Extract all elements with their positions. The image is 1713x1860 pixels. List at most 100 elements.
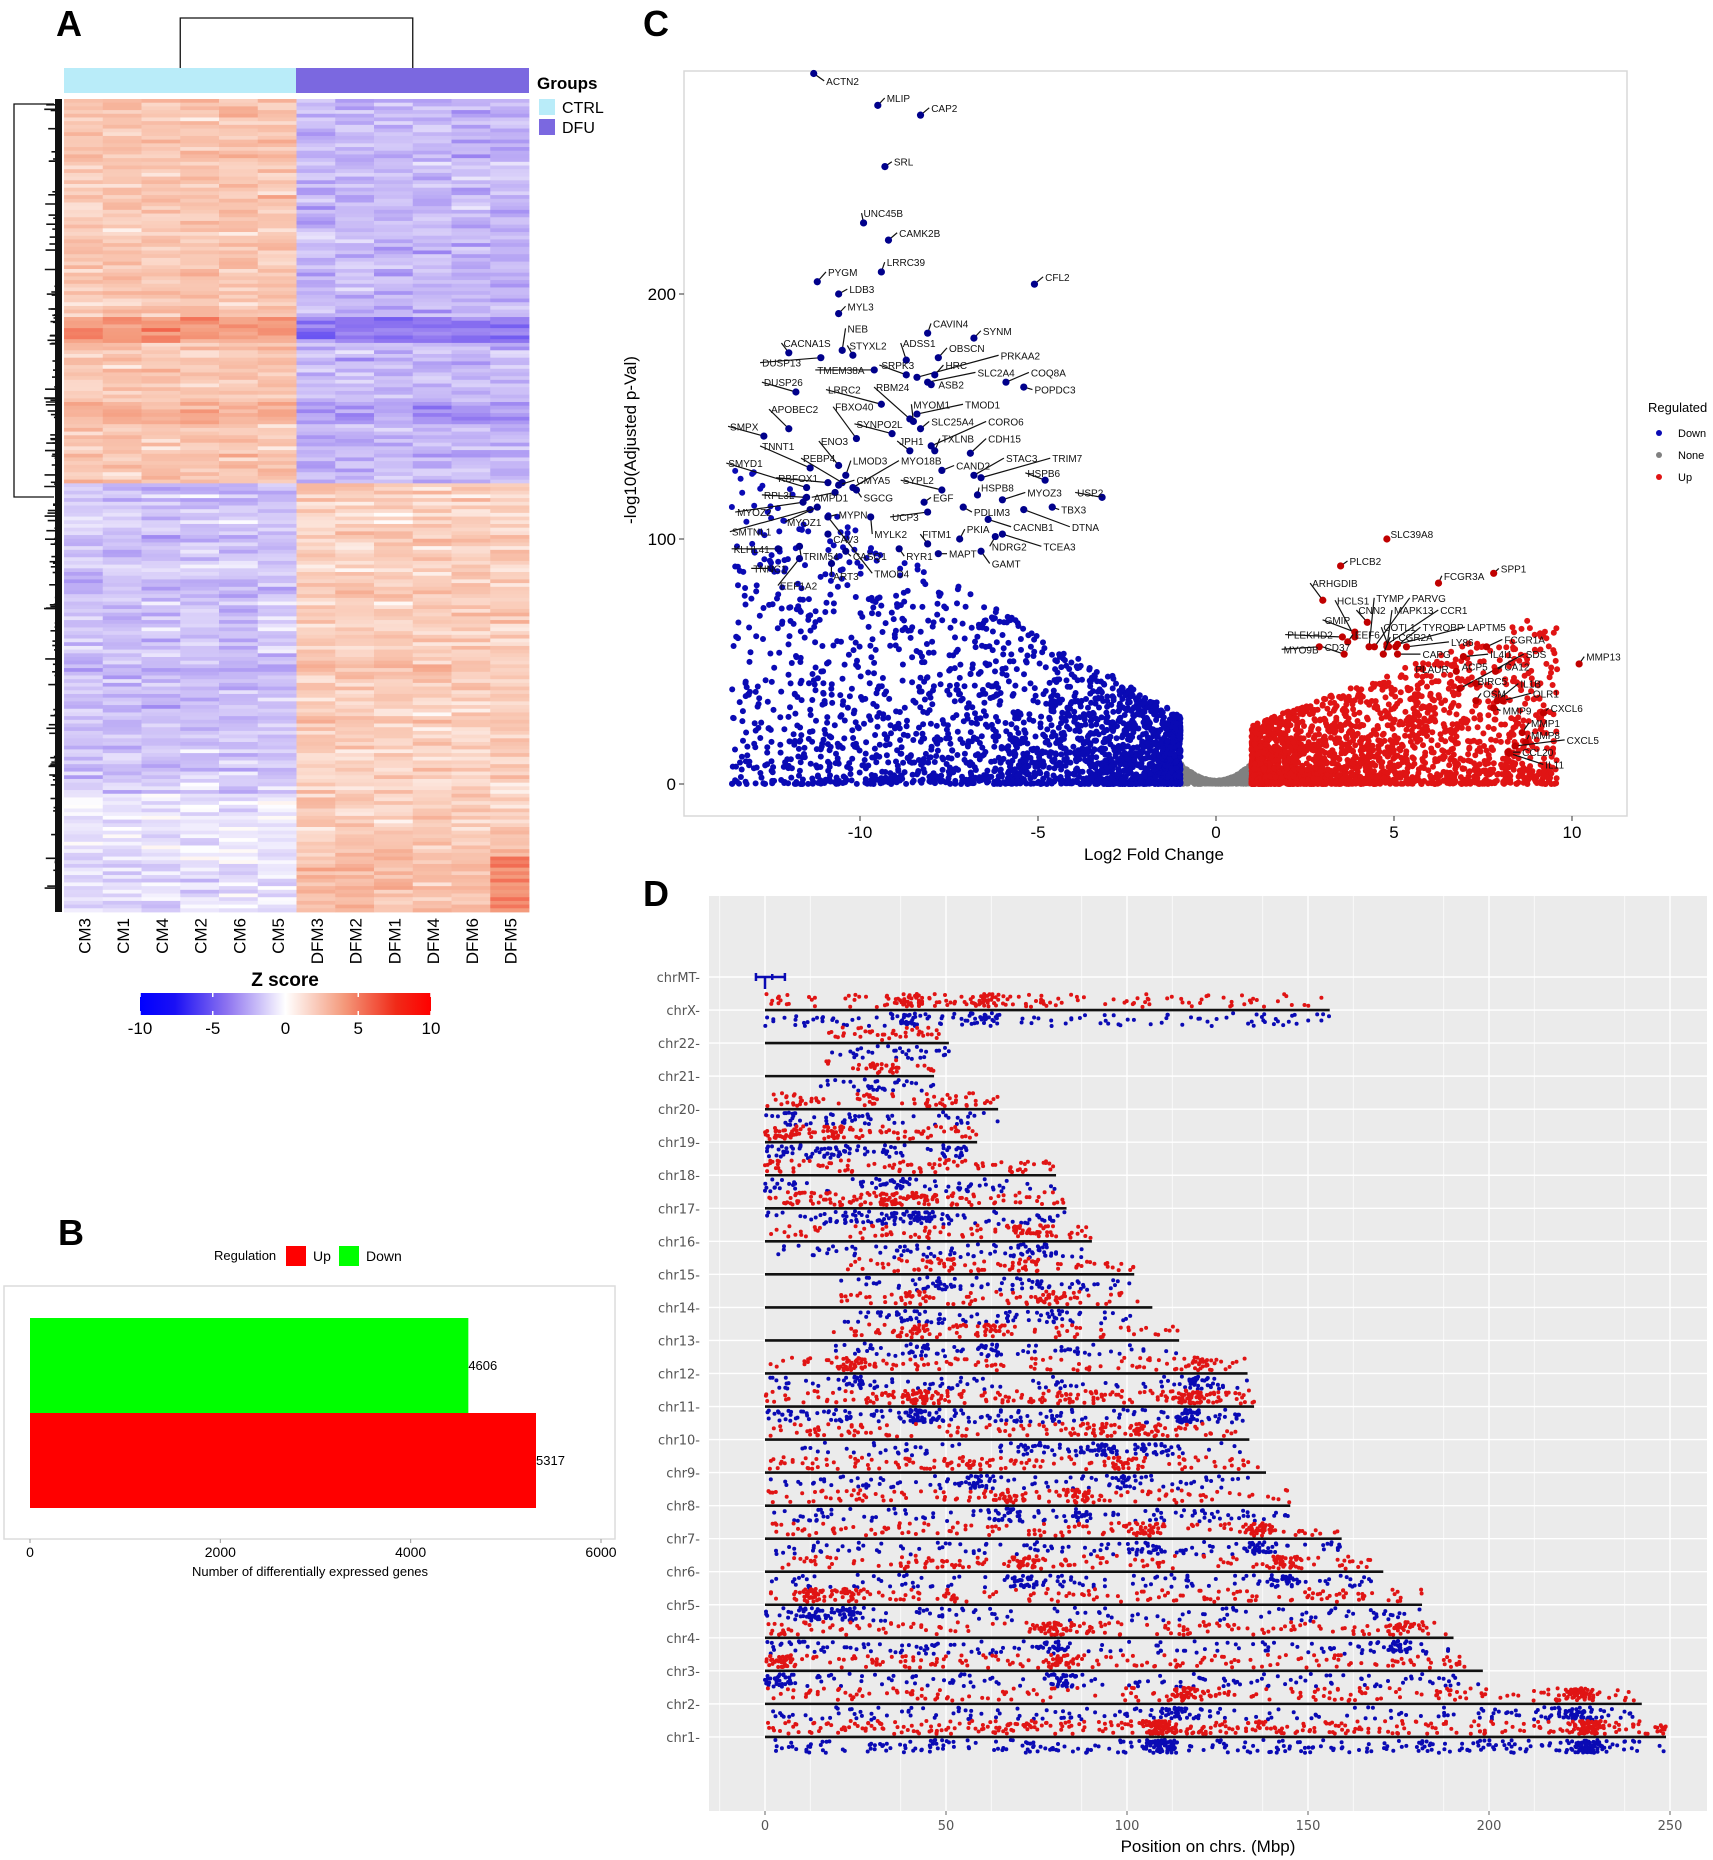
heatmap-cell bbox=[490, 283, 530, 288]
heatmap-cell bbox=[219, 649, 259, 654]
heatmap-cell bbox=[451, 572, 491, 577]
heatmap-cell bbox=[180, 490, 220, 495]
heatmap-cell bbox=[257, 501, 297, 506]
heatmap-cell bbox=[257, 368, 297, 373]
heatmap-cell bbox=[412, 531, 452, 536]
heatmap-cell bbox=[257, 797, 297, 802]
heatmap-cell bbox=[412, 232, 452, 237]
heatmap-cell bbox=[451, 128, 491, 133]
heatmap-cell bbox=[374, 353, 414, 359]
heatmap-cell bbox=[296, 102, 336, 107]
heatmap-cell bbox=[141, 213, 181, 218]
heatmap-cell bbox=[451, 409, 491, 414]
heatmap-cell bbox=[219, 657, 259, 662]
heatmap-cell bbox=[257, 276, 297, 281]
heatmap-cell bbox=[374, 597, 414, 602]
heatmap-cell bbox=[219, 169, 259, 174]
heatmap-cell bbox=[335, 701, 375, 706]
heatmap-cell bbox=[64, 328, 104, 333]
heatmap-cell bbox=[412, 132, 452, 137]
heatmap-cell bbox=[296, 261, 336, 266]
heatmap-cell bbox=[490, 294, 530, 299]
heatmap-cell bbox=[451, 106, 491, 111]
heatmap-cell bbox=[374, 701, 414, 706]
point-down bbox=[801, 744, 808, 751]
heatmap-cell bbox=[257, 815, 297, 821]
heatmap-cell bbox=[412, 878, 452, 883]
heatmap-cell bbox=[490, 110, 530, 115]
heatmap-cell bbox=[141, 150, 181, 155]
heatmap-cell bbox=[64, 660, 104, 665]
heatmap-cell bbox=[180, 775, 220, 780]
heatmap-cell bbox=[64, 383, 104, 388]
heatmap-cell bbox=[257, 900, 297, 906]
heatmap-cell bbox=[412, 283, 452, 288]
heatmap-cell bbox=[335, 549, 375, 554]
heatmap-cell bbox=[219, 623, 259, 628]
heatmap-cell bbox=[412, 512, 452, 517]
heatmap-cell bbox=[64, 627, 104, 632]
heatmap-cell bbox=[64, 254, 104, 259]
heatmap-cell bbox=[412, 202, 452, 207]
heatmap-cell bbox=[335, 409, 375, 414]
heatmap-cell bbox=[141, 505, 181, 510]
heatmap-cell bbox=[490, 195, 530, 200]
heatmap-cell bbox=[64, 771, 104, 776]
heatmap-cell bbox=[102, 693, 142, 699]
heatmap-cell bbox=[219, 742, 259, 747]
heatmap-cell bbox=[141, 863, 181, 869]
heatmap-cell bbox=[180, 878, 220, 883]
heatmap-cell bbox=[257, 387, 297, 392]
heatmap-cell bbox=[64, 468, 104, 473]
heatmap-cell bbox=[257, 557, 297, 562]
heatmap-cell bbox=[335, 257, 375, 262]
heatmap-cell bbox=[451, 716, 491, 721]
heatmap-cell bbox=[296, 730, 336, 736]
heatmap-cell bbox=[296, 224, 336, 229]
point-down bbox=[810, 778, 817, 785]
heatmap-cell bbox=[374, 790, 414, 795]
heatmap-cell bbox=[335, 235, 375, 240]
heatmap-cell bbox=[219, 645, 259, 651]
heatmap-cell bbox=[180, 852, 220, 857]
heatmap-cell bbox=[180, 886, 220, 891]
heatmap-cell bbox=[64, 668, 104, 673]
heatmap-cell bbox=[490, 350, 530, 355]
heatmap-cell bbox=[412, 209, 452, 214]
heatmap-cell bbox=[490, 579, 530, 584]
heatmap-cell bbox=[102, 790, 142, 795]
heatmap-cell bbox=[296, 712, 336, 717]
heatmap-cell bbox=[490, 161, 530, 166]
heatmap-cell bbox=[180, 283, 220, 288]
heatmap-cell bbox=[219, 771, 259, 776]
heatmap-cell bbox=[141, 523, 181, 529]
heatmap-cell bbox=[490, 413, 530, 418]
heatmap-cell bbox=[219, 860, 259, 865]
heatmap-cell bbox=[374, 812, 414, 817]
heatmap-cell bbox=[490, 638, 530, 643]
heatmap-cell bbox=[412, 594, 452, 599]
heatmap-cell bbox=[412, 117, 452, 122]
heatmap-cell bbox=[490, 250, 530, 255]
heatmap-cell bbox=[451, 257, 491, 262]
heatmap-cell bbox=[374, 99, 414, 104]
heatmap-cell bbox=[412, 468, 452, 473]
heatmap-cell bbox=[335, 708, 375, 713]
heatmap-cell bbox=[490, 723, 530, 728]
heatmap-cell bbox=[490, 653, 530, 658]
heatmap-cell bbox=[257, 767, 297, 772]
heatmap-cell bbox=[296, 390, 336, 396]
heatmap-cell bbox=[102, 830, 142, 835]
heatmap-cell bbox=[374, 716, 414, 721]
heatmap-cell bbox=[451, 335, 491, 340]
heatmap-cell bbox=[451, 206, 491, 211]
heatmap-cell bbox=[412, 575, 452, 580]
heatmap-cell bbox=[374, 464, 414, 469]
heatmap-cell bbox=[64, 634, 104, 639]
heatmap-cell bbox=[180, 398, 220, 403]
heatmap-cell bbox=[257, 99, 297, 104]
heatmap-cell bbox=[335, 557, 375, 562]
heatmap-cell bbox=[64, 801, 104, 806]
heatmap-cell bbox=[64, 838, 104, 843]
